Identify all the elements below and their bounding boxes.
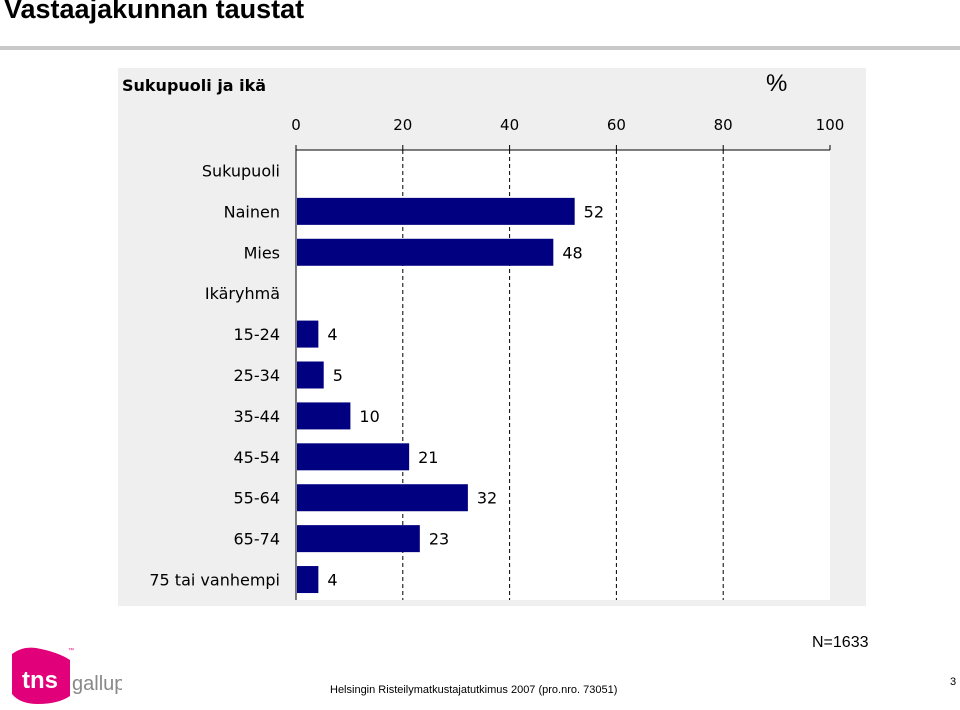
plot-area [296,150,830,600]
category-label: 75 tai vanhempi [149,571,280,590]
bar [297,402,351,430]
bar [297,238,554,266]
x-tick-label: 20 [393,116,412,134]
value-label: 4 [327,325,337,344]
value-label: 48 [562,243,582,262]
bar [297,320,319,348]
x-tick-label: 0 [291,116,301,134]
value-label: 5 [333,366,343,385]
x-tick-label: 80 [714,116,733,134]
bar [297,525,420,553]
logo-gallup-text: gallup [72,673,122,695]
bar [297,443,410,471]
category-label: 65-74 [234,530,281,549]
chart-title: Sukupuoli ja ikä [122,76,267,95]
category-label: Mies [244,243,280,262]
sample-size-label: N=1633 [812,634,869,651]
value-label: 4 [327,571,337,590]
value-label: 10 [359,407,379,426]
bar-chart: 0 20 40 60 80 100 Sukupuoli Nainen 52 Mies 48 Ikäry… [149,116,845,600]
bar [297,566,319,594]
category-label: 15-24 [234,325,281,344]
category-label: 25-34 [234,366,281,385]
page-title: Vastaajakunnan taustat [4,0,305,24]
value-label: 23 [429,530,449,549]
value-label: 52 [584,202,604,221]
x-tick-label: 100 [816,116,845,134]
category-label: Ikäryhmä [205,284,280,303]
category-label: Sukupuoli [202,161,280,180]
logo-tns-text: tns [22,667,58,694]
category-label: 55-64 [234,489,281,508]
footer-text: Helsingin Risteilymatkustajatutkimus 200… [330,684,618,696]
percent-unit-label: % [766,70,788,97]
bar [297,361,324,389]
category-label: 45-54 [234,448,281,467]
page-number: 3 [950,676,957,688]
value-label: 21 [418,448,438,467]
value-label: 32 [477,489,497,508]
tns-gallup-logo: tns ™ gallup [12,647,122,704]
bar [297,484,468,512]
category-label: 35-44 [234,407,281,426]
logo-trademark: ™ [68,647,74,654]
x-tick-label: 60 [607,116,626,134]
x-tick-label: 40 [500,116,519,134]
category-label: Nainen [224,202,280,221]
bar [297,197,575,225]
title-divider [0,46,960,50]
